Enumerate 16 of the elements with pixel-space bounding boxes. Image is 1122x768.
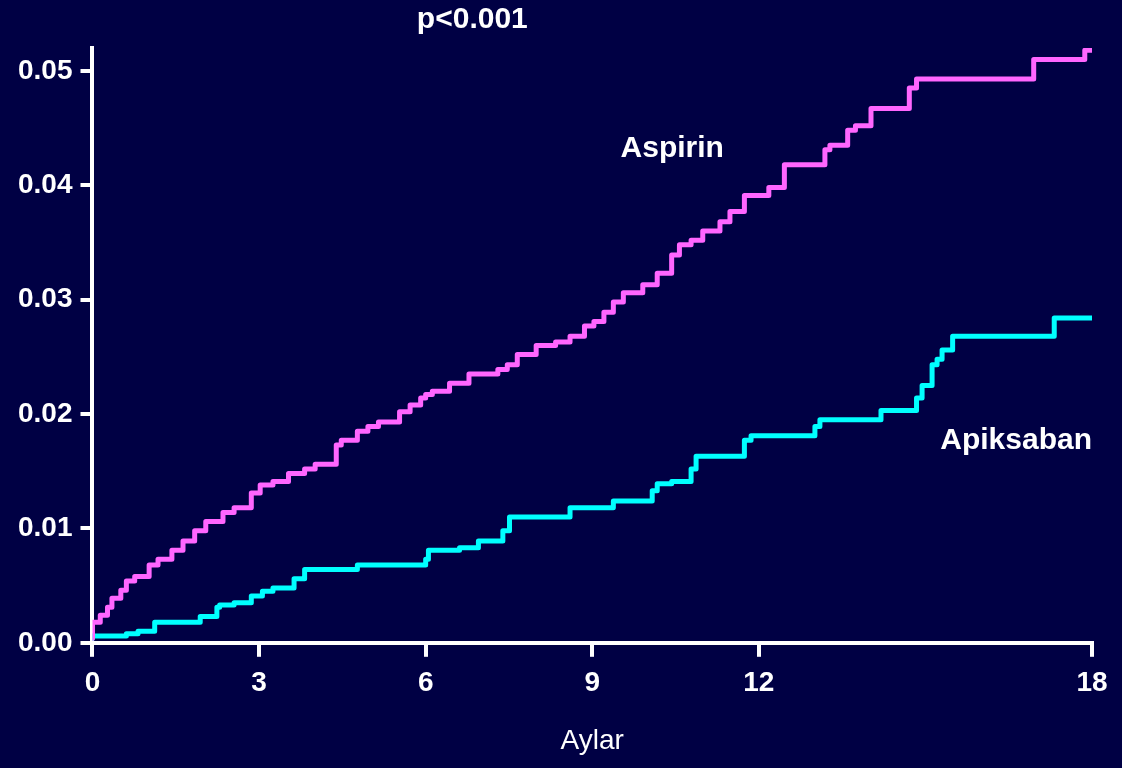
series-label: Apiksaban: [940, 421, 1092, 455]
x-tick-label: 12: [743, 666, 775, 698]
text: p<0.001: [416, 1, 528, 35]
y-tick-label: 0.03: [18, 282, 73, 314]
x-tick-label: 6: [417, 666, 434, 698]
x-tick-label: 9: [584, 666, 601, 698]
x-tick-label: 0: [84, 666, 101, 698]
y-tick-label: 0.05: [18, 53, 73, 85]
y-tick-label: 0.02: [18, 396, 73, 428]
x-tick-label: 18: [1076, 666, 1108, 698]
x-tick-label: 3: [251, 666, 267, 698]
y-tick-label: 0.01: [18, 511, 73, 543]
series-label: Aspirin: [620, 130, 724, 164]
x-axis-title: Aylar: [560, 723, 624, 755]
y-tick-label: 0.00: [18, 625, 73, 657]
y-tick-label: 0.04: [18, 167, 73, 199]
